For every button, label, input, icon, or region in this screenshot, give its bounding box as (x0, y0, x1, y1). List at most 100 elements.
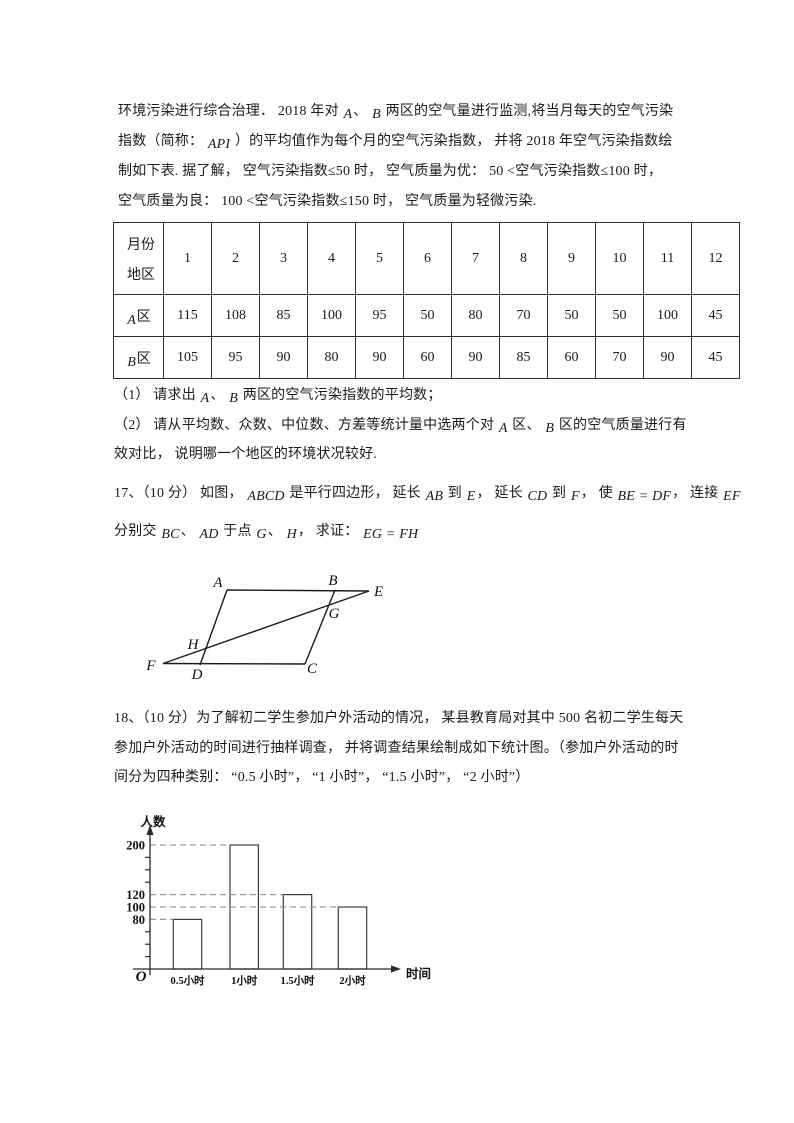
x-category-label: 1.5小时 (280, 974, 315, 987)
text-run: 制如下表. 据了解， 空气污染指数≤50 时， 空气质量为优： 50 <空气污染… (118, 164, 663, 179)
text-run: 18、（10 分）为了解初二学生参加户外活动的情况， 某县教育局对其中 500 … (114, 711, 684, 726)
line-FDC (162, 662, 306, 665)
table-cell: 85 (259, 294, 308, 337)
row-label: A区 (113, 294, 164, 337)
text-line: 指数（简称： API ）的平均值作为每个月的空气污染指数， 并将 2018 年空… (118, 127, 684, 157)
text-run: 两区的空气污染指数的平均数； (239, 388, 442, 403)
vertex-label-D: D (191, 667, 203, 683)
math-run: G (256, 527, 267, 542)
text-run: 到 (548, 486, 570, 501)
month-header: 7 (451, 222, 500, 295)
text-line: 间分为四种类别： “0.5 小时”， “1 小时”， “1.5 小时”， “2 … (114, 763, 684, 793)
question-16-parts: （1） 请求出 A、 B 两区的空气污染指数的平均数； （2） 请从平均数、众数… (114, 381, 687, 470)
bar (172, 918, 203, 970)
table-cell: 60 (403, 336, 452, 379)
table-cell: 45 (691, 336, 740, 379)
math-run: EG = FH (363, 527, 419, 542)
table-header-row: 月份 地区 1 2 3 4 5 6 7 8 9 10 11 12 (113, 222, 740, 295)
text-run: ， 延长 (476, 486, 527, 501)
table-cell: 70 (595, 336, 644, 379)
month-header: 1 (163, 222, 212, 295)
y-axis-title: 人数 (140, 814, 166, 829)
table-cell: 80 (307, 336, 356, 379)
corner-cell: 月份 地区 (113, 222, 164, 295)
x-category-label: 1小时 (231, 974, 258, 987)
text-run: 是平行四边形， 延长 (285, 486, 425, 501)
corner-bottom-label: 地区 (127, 267, 155, 283)
text-run: ， 使 (580, 486, 617, 501)
math-run: A (200, 391, 210, 406)
bar (337, 906, 368, 970)
pollution-index-table: 月份 地区 1 2 3 4 5 6 7 8 9 10 11 12 A区 115 … (113, 222, 740, 379)
math-run: E (466, 489, 476, 504)
text-run: （1） 请求出 (114, 388, 200, 403)
table-row-district-b: B区 105 95 90 80 90 60 90 85 60 70 90 45 (113, 336, 740, 379)
table-cell: 105 (163, 336, 212, 379)
table-row-district-a: A区 115 108 85 100 95 50 80 70 50 50 100 … (113, 294, 740, 337)
table-cell: 108 (211, 294, 260, 337)
text-line: 17、（10 分） 如图， ABCD 是平行四边形， 延长 AB 到 E， 延长… (114, 475, 740, 513)
x-axis-arrow (391, 965, 401, 973)
text-line: 参加户外活动的时间进行抽样调查， 并将调查结果绘制成如下统计图。（参加户外活动的… (114, 734, 684, 764)
month-header: 3 (259, 222, 308, 295)
table-cell: 50 (547, 294, 596, 337)
math-run: B (545, 420, 555, 436)
month-header: 11 (643, 222, 692, 295)
parallelogram-figure: A B E G H F D C (145, 573, 383, 683)
table-cell: 60 (547, 336, 596, 379)
month-header: 6 (403, 222, 452, 295)
table-cell: 80 (451, 294, 500, 337)
text-line: 环境污染进行综合治理． 2018 年对 A、 B 两区的空气量进行监测,将当月每… (118, 97, 684, 127)
month-header: 4 (307, 222, 356, 295)
math-run: B (229, 391, 239, 406)
math-run: API (207, 137, 231, 152)
text-run: 间分为四种类别： “0.5 小时”， “1 小时”， “1.5 小时”， “2 … (114, 770, 530, 785)
month-header: 2 (211, 222, 260, 295)
text-run: 两区的空气量进行监测,将当月每天的空气污染 (381, 104, 674, 119)
math-run: F (570, 489, 580, 504)
question-17: 17、（10 分） 如图， ABCD 是平行四边形， 延长 AB 到 E， 延长… (114, 475, 740, 551)
text-line: 分别交 BC、 AD 于点 G、 H， 求证： EG = FH (114, 513, 686, 551)
math-run: CD (527, 489, 548, 504)
vertex-label-C: C (307, 661, 318, 677)
line-BC (304, 589, 336, 665)
text-run: ， 连接 (672, 486, 723, 501)
text-line: 18、（10 分）为了解初二学生参加户外活动的情况， 某县教育局对其中 500 … (114, 704, 684, 734)
table-cell: 50 (403, 294, 452, 337)
corner-top-label: 月份 (127, 237, 155, 253)
text-run: ）的平均值作为每个月的空气污染指数， 并将 2018 年空气污染指数绘 (231, 134, 673, 149)
vertex-label-A: A (212, 575, 223, 591)
line-EF (162, 590, 370, 665)
row-label: B区 (113, 336, 164, 379)
intro-paragraph: 环境污染进行综合治理． 2018 年对 A、 B 两区的空气量进行监测,将当月每… (118, 97, 684, 217)
table-cell: 95 (211, 336, 260, 379)
vertex-label-F: F (145, 658, 156, 674)
vertex-label-G: G (329, 606, 340, 622)
text-run: 、 (210, 388, 229, 403)
table-cell: 85 (499, 336, 548, 379)
vertex-label-H: H (187, 637, 200, 653)
math-run: AB (425, 489, 444, 504)
text-run: （2） 请从平均数、众数、中位数、方差等统计量中选两个对 (114, 417, 498, 433)
month-header: 5 (355, 222, 404, 295)
x-category-label: 0.5小时 (170, 974, 205, 987)
text-line: （1） 请求出 A、 B 两区的空气污染指数的平均数； (114, 381, 684, 411)
math-run: AD (199, 527, 219, 542)
question-18: 18、（10 分）为了解初二学生参加户外活动的情况， 某县教育局对其中 500 … (114, 704, 684, 793)
line-ABE (226, 589, 370, 592)
vertex-label-E: E (373, 584, 383, 600)
text-run: 指数（简称： (118, 134, 207, 149)
table-cell: 90 (451, 336, 500, 379)
table-cell: 70 (499, 294, 548, 337)
y-tick-label: 100 (126, 901, 145, 915)
x-axis-title: 时间 (406, 966, 431, 981)
month-header: 10 (595, 222, 644, 295)
math-run: BE = DF (617, 489, 672, 504)
text-run: 区的空气质量进行有 (555, 417, 687, 433)
table-cell: 90 (355, 336, 404, 379)
y-tick-label: 120 (126, 888, 145, 902)
table-cell: 45 (691, 294, 740, 337)
table-cell: 50 (595, 294, 644, 337)
text-line: 空气质量为良： 100 <空气污染指数≤150 时， 空气质量为轻微污染. (118, 187, 684, 217)
